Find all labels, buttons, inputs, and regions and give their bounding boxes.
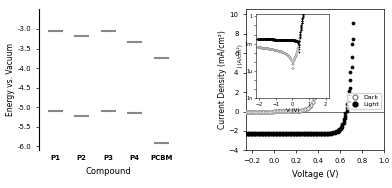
Legend: Dark, Light: Dark, Light [347, 93, 381, 109]
X-axis label: Voltage (V): Voltage (V) [292, 170, 338, 179]
Y-axis label: Current Density (mA/cm²): Current Density (mA/cm²) [218, 30, 227, 129]
X-axis label: Compound: Compound [85, 167, 131, 176]
Y-axis label: Energy vs. Vacuum: Energy vs. Vacuum [6, 43, 15, 116]
